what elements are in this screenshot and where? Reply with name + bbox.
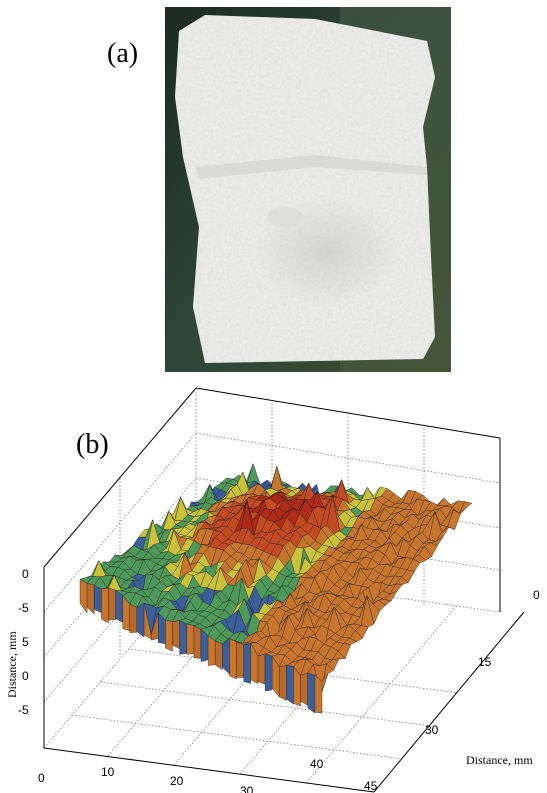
surface-skirt [215, 640, 223, 671]
surface-skirt [207, 635, 216, 666]
surface-skirt [272, 655, 280, 698]
z-tick-label: 0 [22, 669, 29, 683]
surface-skirt [179, 620, 187, 655]
surface-skirt [108, 587, 116, 621]
surface-skirt [293, 665, 301, 707]
panel-label-a: (a) [107, 38, 139, 69]
surface-skirt [101, 587, 109, 624]
y-tick-labels: 0 15 30 45 [364, 588, 540, 793]
x-axis-title: Distance, mm [466, 753, 533, 767]
surface-skirt [115, 590, 123, 623]
sample-photo-graphic [165, 7, 451, 372]
z-axis-title: Distance, mm [5, 631, 19, 698]
x-tick-label: 40 [310, 757, 324, 771]
panel-label-b: (b) [76, 429, 109, 460]
z-tick-label: 5 [22, 635, 29, 649]
x-tick-label: 10 [101, 765, 115, 779]
surface-skirt [286, 665, 294, 705]
surface-mesh [79, 462, 473, 714]
y-tick-label: 15 [478, 655, 492, 669]
surface-skirt [279, 665, 287, 701]
surface-skirt [257, 653, 266, 685]
x-tick-label: 0 [38, 771, 45, 785]
surface-skirt [307, 672, 316, 714]
plot-box [43, 387, 525, 793]
surface-skirt [229, 638, 237, 680]
x-tick-label: 30 [240, 784, 254, 793]
z-tick-label: 0 [22, 567, 29, 581]
surface-skirt [250, 643, 259, 684]
x-tick-label: 20 [170, 774, 184, 788]
surface-skirt [193, 625, 202, 659]
surface-skirt [129, 604, 138, 633]
surface-skirt [172, 620, 180, 650]
surface-skirt [86, 583, 95, 615]
z-tick-label: -5 [18, 601, 29, 615]
surface-skirt [264, 653, 273, 692]
surface-skirt [165, 619, 173, 652]
y-tick-label: 0 [533, 588, 540, 602]
surface-skirt [243, 643, 251, 684]
surface-skirt [94, 584, 102, 613]
sample-photo [165, 7, 451, 372]
surface-skirt [79, 578, 88, 614]
surface-plot: 0 10 20 30 40 0 15 30 45 0 -5 5 0 -5 Dis… [5, 387, 540, 793]
z-tick-labels: 0 -5 5 0 -5 [18, 567, 29, 717]
x-tick-labels: 0 10 20 30 40 [38, 757, 324, 793]
surface-skirt [222, 638, 230, 675]
surface-skirt [236, 641, 244, 678]
y-tick-label: 45 [364, 779, 378, 793]
surface-skirt [300, 672, 308, 706]
surface-skirt [136, 602, 145, 638]
z-tick-label: -5 [18, 703, 29, 717]
surface-skirt [186, 623, 195, 655]
surface-skirt [314, 674, 323, 714]
y-tick-label: 30 [425, 723, 439, 737]
